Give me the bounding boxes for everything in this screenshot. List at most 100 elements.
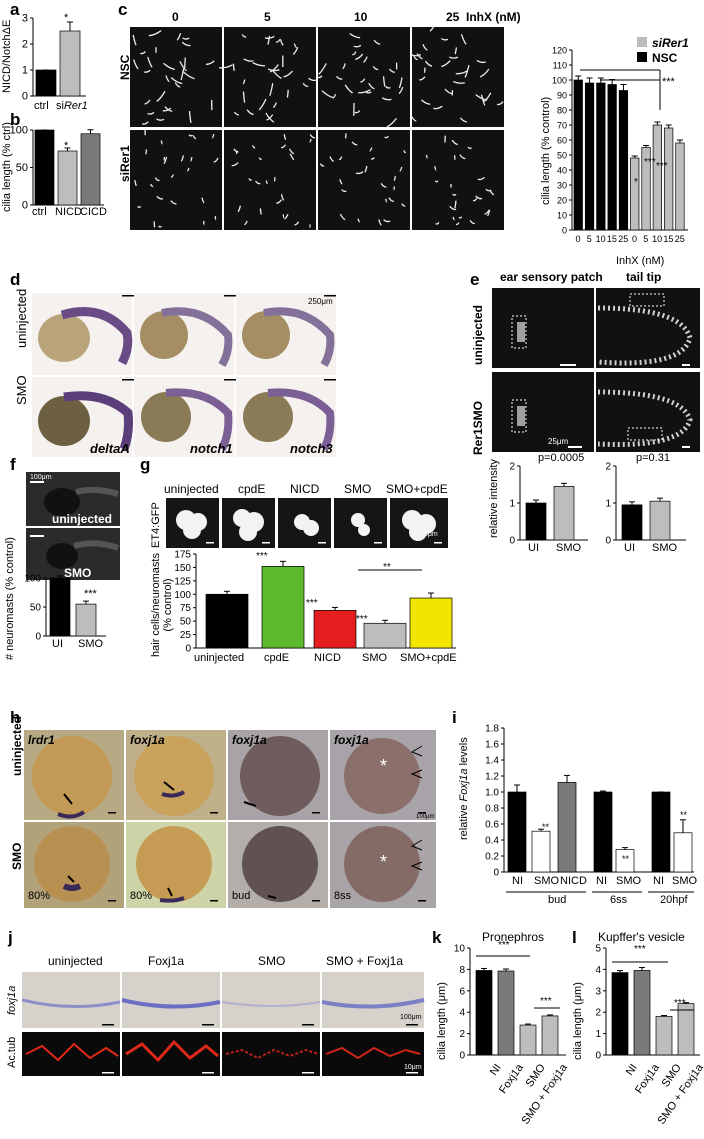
cilium <box>440 37 449 41</box>
bar <box>507 791 527 873</box>
panel-c-col-0: 0 <box>172 10 179 24</box>
y-tick-label: 0 <box>22 200 28 212</box>
cilium <box>294 221 300 226</box>
cilium <box>369 147 373 152</box>
panel-g-star-nicd: *** <box>306 598 318 609</box>
cilium <box>388 68 395 73</box>
cilium <box>385 85 391 89</box>
panel-g-ylabel: hair cells/neuromasts (% control) <box>150 553 174 657</box>
cilium <box>352 51 357 56</box>
panel-e-label: e <box>470 270 480 289</box>
cilium <box>134 180 137 187</box>
cilium <box>147 56 153 68</box>
cilium <box>255 180 261 185</box>
cilium <box>219 64 233 69</box>
y-tick-label: 0 <box>562 226 567 236</box>
cilium <box>475 195 483 200</box>
cilium <box>248 178 253 181</box>
cilium <box>265 112 275 123</box>
bar <box>205 593 249 649</box>
y-tick-label: 2 <box>605 462 611 473</box>
cilium <box>355 171 364 175</box>
panel-b-cat-ctrl: ctrl <box>32 206 47 218</box>
y-tick-label: 6 <box>459 986 465 997</box>
cilium <box>434 166 437 171</box>
cilium <box>205 60 215 65</box>
cilium <box>302 82 309 88</box>
panel-k-star-2: *** <box>540 996 552 1007</box>
bar <box>611 972 629 1056</box>
panel-h-label: h <box>10 708 21 727</box>
embryo-d4 <box>38 391 133 451</box>
bar <box>525 502 547 541</box>
cilium <box>182 71 195 80</box>
panel-i-lbl-smo-3: SMO <box>672 875 698 887</box>
cilium <box>434 180 439 183</box>
panel-i-lbl-smo-1: SMO <box>534 875 560 887</box>
cilium <box>364 165 368 173</box>
cilium <box>280 144 287 149</box>
panel-c-col-25: 25 <box>446 10 460 24</box>
cilium <box>259 208 262 215</box>
bar <box>541 1015 559 1056</box>
panel-g-col-cpde: cpdE <box>238 482 266 496</box>
bar <box>34 129 55 206</box>
panel-i-lbl-nicd: NICD <box>560 875 587 887</box>
panel-c-star-15: *** <box>656 161 668 172</box>
chart-a: 0 1 2 3 <box>22 13 86 103</box>
panel-i-ylabel: relative Foxj1a levels <box>458 737 470 840</box>
panel-i-star-3: ** <box>680 810 688 820</box>
panel-i-group-bud: bud <box>548 894 567 906</box>
bar <box>59 30 81 97</box>
micro-c-nsc-5 <box>224 27 316 127</box>
cilium <box>382 76 386 87</box>
cilium <box>453 155 456 161</box>
cilium <box>344 133 347 139</box>
cilium <box>156 118 165 121</box>
panel-f-scale: 100μm <box>30 474 52 481</box>
cilium <box>233 148 239 153</box>
y-tick-label: 90 <box>557 91 567 101</box>
y-tick-label: 1.6 <box>485 740 499 751</box>
y-tick-label: 10 <box>557 211 567 221</box>
panel-g-col-smo: SMO <box>344 482 372 496</box>
bar <box>596 82 606 231</box>
panel-e-overlay <box>511 293 693 448</box>
cilium <box>192 135 197 140</box>
y-tick-label: 1 <box>595 1029 601 1040</box>
bar <box>497 970 515 1056</box>
panel-i-lbl-ni-1: NI <box>512 875 523 887</box>
bar <box>649 500 671 541</box>
panel-g-rowlabel: ET4:GFP <box>150 502 162 548</box>
x-tick-label: 5 <box>587 234 592 244</box>
cilium <box>452 80 465 84</box>
y-tick-label: 2 <box>595 1008 601 1019</box>
cilium <box>355 53 364 60</box>
cilium <box>386 117 398 128</box>
cilium <box>271 69 282 79</box>
embryo-d1 <box>38 307 133 366</box>
embryo-d5 <box>141 388 233 451</box>
cilium <box>318 63 327 75</box>
cilium <box>441 60 451 68</box>
cilium <box>180 68 185 81</box>
legend-sirer1: siRer1 <box>652 36 689 50</box>
panel-k-star-1: *** <box>498 940 510 951</box>
x-tick-label: 15 <box>663 234 673 244</box>
panel-e-cat-smo-1: SMO <box>556 542 582 554</box>
cilium <box>201 197 205 204</box>
panel-f-img-uninjected: uninjected <box>52 512 113 526</box>
bar <box>75 603 97 637</box>
cilium <box>170 77 183 85</box>
cilium <box>233 111 240 116</box>
cilium <box>308 77 317 82</box>
y-tick-label: 0 <box>459 1051 465 1062</box>
panel-c-star-10: *** <box>644 157 656 168</box>
cilium <box>483 92 492 103</box>
cilium <box>163 156 168 165</box>
cilium <box>344 84 353 94</box>
cilium <box>452 193 457 196</box>
bar <box>621 504 643 541</box>
cilium <box>317 75 323 79</box>
y-tick-label: 50 <box>30 603 42 614</box>
